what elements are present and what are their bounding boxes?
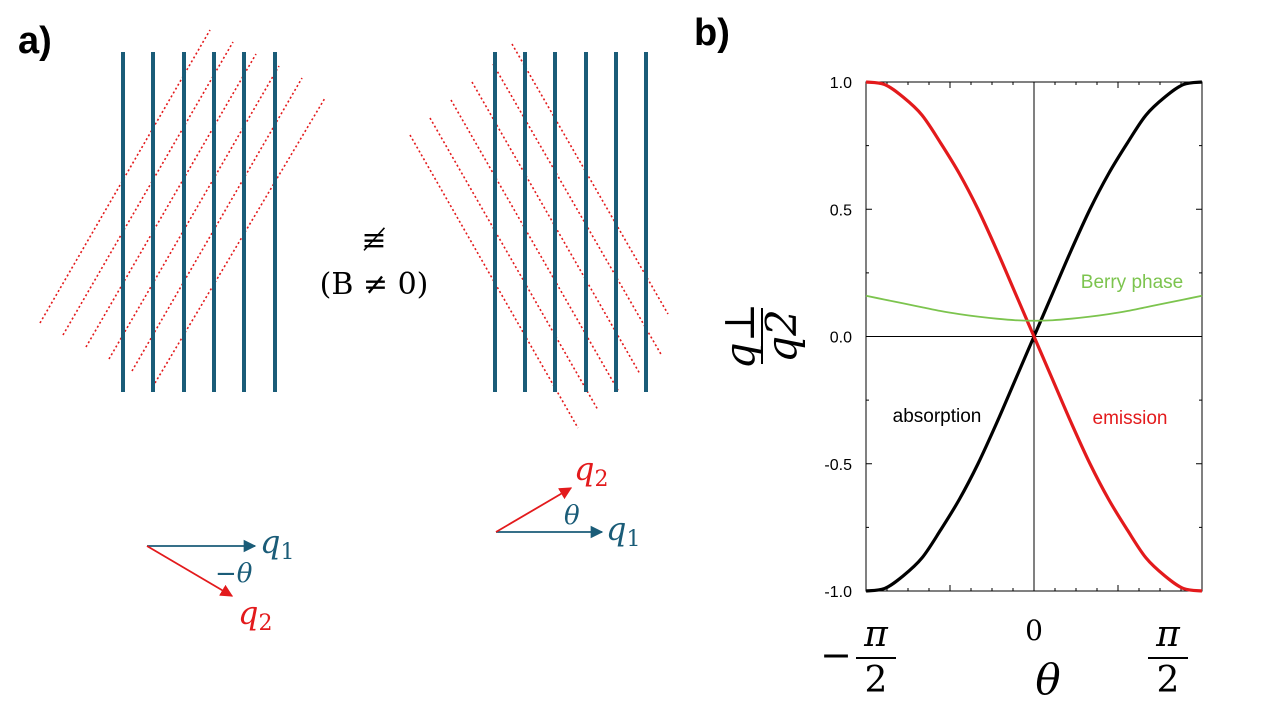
series-line-emission [865,80,1203,593]
absorption-annotation: absorption [893,406,982,427]
x-tick-denominator: 2 [865,660,888,701]
x-tick-denominator: 2 [1157,660,1180,701]
y-tick-label: -1.0 [824,584,852,601]
q1-label: q1 [606,510,640,552]
chart: 1.00.50.0-0.5-1.0 π2−0 π2 Berry phase abs… [715,75,1203,704]
y-tick-label: 0.0 [830,330,852,347]
red-dotted-line [450,99,620,393]
series-layer [865,80,1203,593]
left-lattice [39,29,326,392]
red-dotted-line [154,97,326,384]
y-label-denominator: q2 [757,309,806,363]
right-lattice [409,43,669,429]
field-condition: (B ≠ 0) [320,267,429,302]
right-blue-lines [493,52,648,392]
y-label-numerator: q⊥ [715,303,764,369]
x-tick-sign: − [820,633,852,677]
series-line-berry-phase [865,294,1203,322]
right-vectors: q2 θ q1 [495,450,640,552]
not-equivalent-symbol: ≢ [361,223,386,258]
y-tick-label: -0.5 [824,457,852,474]
x-axis-ticks: π2−0 π2 [820,82,1203,701]
panel-a-label: a) [18,20,52,62]
emission-annotation: emission [1093,408,1168,429]
x-tick-numerator: π [863,614,889,655]
y-axis-ticks: 1.0 0.5 0.0 -0.5 -1.0 [824,75,1202,601]
red-dotted-line [429,117,599,411]
x-tick-label-fraction: π 2− [820,614,896,701]
q2-vector-arrow [146,545,234,597]
panel-b-label: b) [694,12,730,54]
x-tick-label-fraction: π2 [1148,614,1188,701]
berry-phase-annotation: Berry phase [1081,272,1183,293]
q1-label: q1 [260,523,294,565]
y-tick-label: 0.5 [830,202,852,219]
q2-label: q2 [238,594,272,636]
y-tick-label: 1.0 [830,75,852,92]
red-dotted-line [108,65,280,360]
left-blue-lines [121,52,277,392]
right-red-dotted-lines [409,43,669,429]
q2-label: q2 [574,450,608,492]
theta-label: θ [564,501,580,531]
x-axis-label: θ [1035,655,1060,704]
q2-vector-arrow [495,487,573,533]
x-tick-numerator: π [1155,614,1181,655]
y-axis-label: q⊥ q2 [715,303,806,369]
left-vectors: q1 −θ q2 [146,523,294,636]
minus-theta-label: −θ [215,559,253,589]
x-tick-label: 0 [1025,614,1043,647]
red-dotted-line [492,63,663,357]
